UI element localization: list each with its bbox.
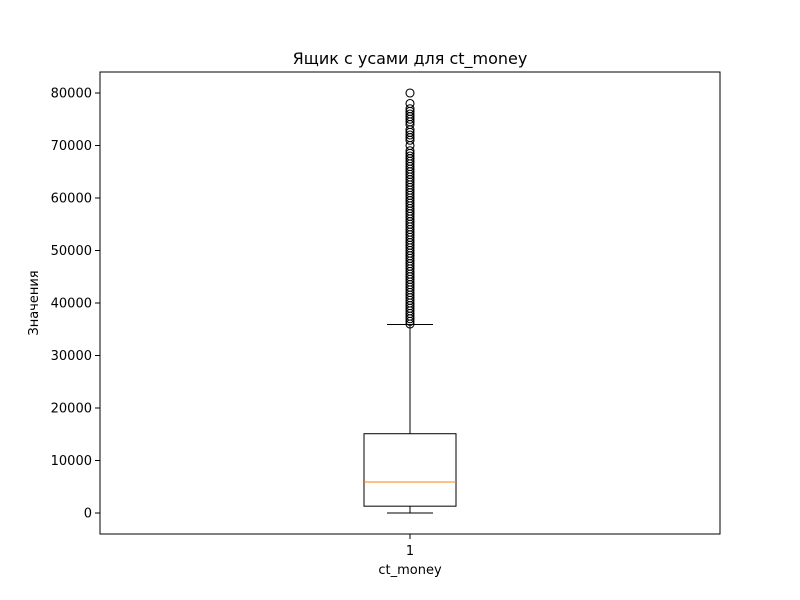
y-tick-label: 0 [84,507,92,522]
x-axis: 1 [406,534,414,559]
box-group [363,324,457,514]
y-axis: 0 10000 20000 30000 40000 50000 60000 70000 8000… [51,87,100,522]
y-tick-label: 50000 [51,244,92,259]
y-tick-label: 60000 [51,192,92,207]
outlier-point [405,88,415,98]
outlier-point [405,130,415,140]
y-axis-label: Значения [27,270,42,335]
y-tick-label: 80000 [51,87,92,102]
x-tick-label: 1 [406,544,414,559]
iqr-box [363,433,457,507]
y-tick-label: 30000 [51,349,92,364]
x-axis-label: ct_money [378,563,442,578]
outlier-point [405,98,415,109]
outlier-point [405,151,415,161]
y-tick-label: 40000 [51,297,92,312]
outlier-point [405,104,415,114]
outlier-point [405,109,415,119]
outliers [405,88,415,329]
outlier-point [405,146,415,156]
y-tick-label: 10000 [51,454,92,469]
chart-title: Ящик с усами для ct_money [293,49,528,69]
y-tick-label: 70000 [51,139,92,154]
y-tick-label: 20000 [51,402,92,417]
